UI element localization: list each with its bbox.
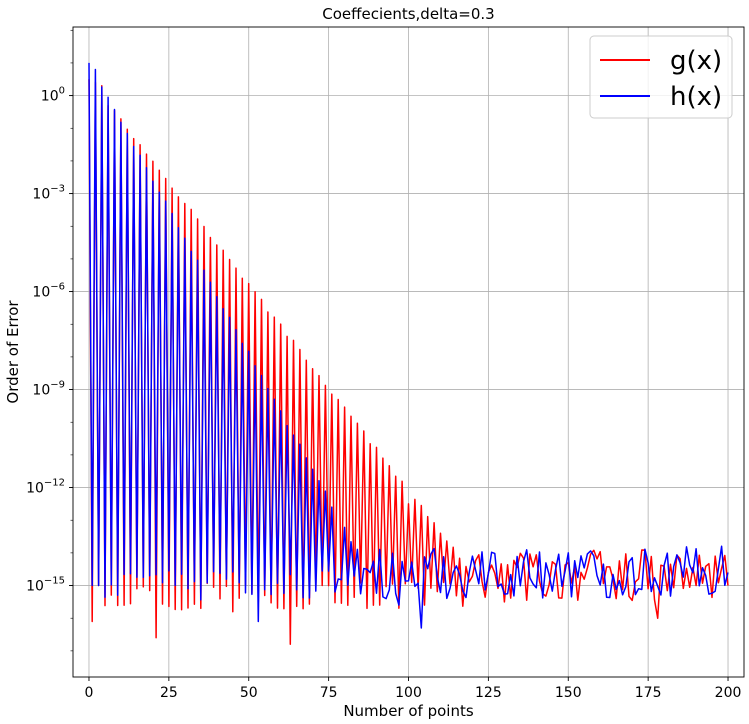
series-line-h	[88, 62, 729, 629]
chart-title: Coeffecients,delta=0.3	[322, 5, 494, 23]
legend-label-g: g(x)	[670, 46, 722, 76]
legend-box	[589, 35, 733, 119]
y-tick-label: 10−9	[32, 380, 65, 399]
x-tick-label: 175	[635, 685, 662, 701]
y-axis-label: Order of Error	[4, 300, 22, 404]
y-tick-label: 10−3	[32, 184, 65, 203]
x-tick-label: 125	[475, 685, 502, 701]
x-tick-label: 200	[715, 685, 742, 701]
x-tick-label: 150	[555, 685, 582, 701]
y-tick-label: 10−15	[26, 576, 65, 595]
y-tick-label: 10−6	[32, 282, 65, 301]
x-tick-label: 75	[320, 685, 338, 701]
x-tick-label: 100	[395, 685, 422, 701]
legend-label-h: h(x)	[670, 82, 722, 112]
y-tick-label: 100	[41, 86, 65, 105]
series-layer	[88, 62, 729, 646]
x-tick-label: 25	[160, 685, 178, 701]
tick-layer: 0 25 50 75 100 125 150 175 200 100 10−3 10−6 10−9 10−…	[26, 29, 742, 701]
x-tick-label: 50	[240, 685, 258, 701]
x-axis-label: Number of points	[343, 702, 474, 720]
x-tick-label: 0	[85, 685, 94, 701]
legend: g(x) h(x)	[589, 35, 733, 119]
y-tick-label: 10−12	[26, 478, 65, 497]
